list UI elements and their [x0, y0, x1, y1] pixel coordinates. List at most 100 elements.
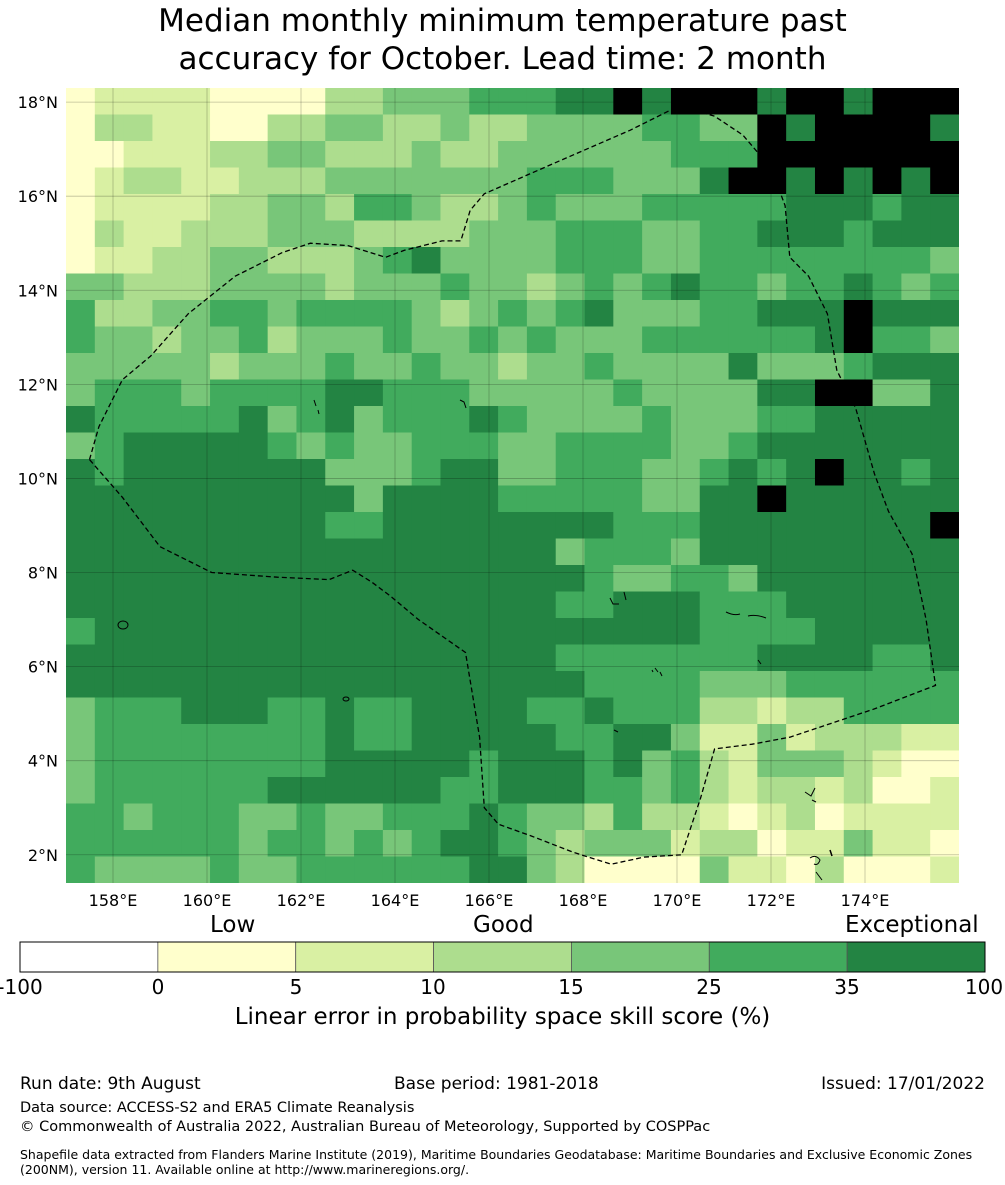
skill-cell — [699, 194, 730, 222]
skill-cell — [930, 724, 959, 752]
skill-cell — [555, 88, 586, 116]
colorbar-label-exceptional: Exceptional — [845, 912, 979, 938]
skill-cell — [238, 114, 269, 142]
skill-cell — [411, 750, 442, 778]
skill-cell — [354, 644, 384, 672]
skill-cell — [382, 644, 413, 672]
skill-cell — [670, 644, 701, 672]
skill-cell — [670, 856, 701, 883]
skill-cell — [382, 194, 413, 222]
skill-cell — [901, 591, 931, 619]
skill-cell — [354, 220, 384, 248]
skill-cell — [440, 220, 470, 248]
skill-cell — [440, 432, 470, 460]
skill-cell — [613, 618, 643, 646]
skill-cell — [210, 273, 240, 301]
skill-cell — [66, 273, 96, 301]
skill-cell — [642, 114, 672, 142]
skill-cell — [526, 114, 557, 142]
skill-cell — [94, 353, 125, 381]
skill-cell — [238, 644, 269, 672]
skill-cell — [843, 432, 874, 460]
colorbar-tick-label: 35 — [834, 975, 860, 999]
skill-cell — [238, 273, 269, 301]
skill-cell — [613, 300, 643, 328]
skill-cell — [930, 538, 959, 566]
island-coastline — [804, 787, 817, 803]
skill-cell — [757, 88, 787, 116]
skill-cell — [901, 167, 931, 195]
skill-cell — [498, 830, 528, 858]
skill-cell — [843, 750, 874, 778]
skill-cell — [123, 459, 154, 487]
skill-cell — [296, 379, 326, 407]
skill-cell — [354, 141, 384, 169]
skill-cell — [872, 591, 902, 619]
skill-cell — [267, 591, 298, 619]
skill-cell — [613, 485, 643, 513]
colorbar-segment — [846, 941, 986, 973]
skill-cell — [728, 512, 758, 540]
skill-cell — [210, 300, 240, 328]
skill-cell — [498, 406, 528, 434]
skill-cell — [382, 247, 413, 275]
skill-cell — [642, 830, 672, 858]
longitude-tick-label: 160°E — [183, 891, 232, 910]
skill-cell — [325, 353, 355, 381]
skill-cell — [66, 697, 96, 725]
skill-cell — [267, 618, 298, 646]
skill-cell — [555, 830, 586, 858]
skill-cell — [613, 114, 643, 142]
skill-cell — [440, 591, 470, 619]
skill-cell — [66, 88, 96, 116]
skill-cell — [296, 247, 326, 275]
colorbar-tick-label: 15 — [558, 975, 584, 999]
skill-cell — [872, 538, 902, 566]
skill-cell — [670, 326, 701, 354]
skill-cell — [411, 220, 442, 248]
skill-cell — [843, 644, 874, 672]
skill-cell — [843, 538, 874, 566]
skill-cell — [670, 777, 701, 805]
skill-cell — [930, 565, 959, 593]
skill-cell — [757, 432, 787, 460]
colorbar-tick-label: 0 — [151, 975, 165, 999]
skill-cell — [267, 326, 298, 354]
skill-cell — [66, 406, 96, 434]
skill-cell — [152, 273, 182, 301]
skill-cell — [814, 591, 845, 619]
skill-cell — [354, 618, 384, 646]
skill-cell — [238, 724, 269, 752]
skill-cell — [440, 459, 470, 487]
skill-cell — [498, 644, 528, 672]
skill-cell — [66, 220, 96, 248]
skill-cell — [498, 538, 528, 566]
skill-cell — [267, 300, 298, 328]
skill-cell — [123, 777, 154, 805]
skill-cell — [555, 644, 586, 672]
skill-cell — [267, 88, 298, 116]
skill-cell — [670, 247, 701, 275]
skill-cell — [296, 300, 326, 328]
skill-cell — [728, 379, 758, 407]
skill-cell — [94, 697, 125, 725]
skill-cell — [411, 432, 442, 460]
skill-cell — [181, 618, 211, 646]
skill-cell — [325, 167, 355, 195]
skill-cell — [440, 512, 470, 540]
skill-cell — [210, 406, 240, 434]
island-coastline — [313, 399, 467, 415]
skill-cell — [526, 724, 557, 752]
skill-cell — [66, 618, 96, 646]
skill-cell — [584, 220, 614, 248]
skill-cell — [555, 724, 586, 752]
skill-cell — [498, 194, 528, 222]
skill-cell — [325, 141, 355, 169]
skill-cell — [670, 485, 701, 513]
skill-cell — [901, 353, 931, 381]
skill-cell — [382, 273, 413, 301]
skill-cell — [123, 114, 154, 142]
skill-cell — [613, 591, 643, 619]
issued-date: Issued: 17/01/2022 — [821, 1074, 985, 1094]
skill-cell — [584, 114, 614, 142]
